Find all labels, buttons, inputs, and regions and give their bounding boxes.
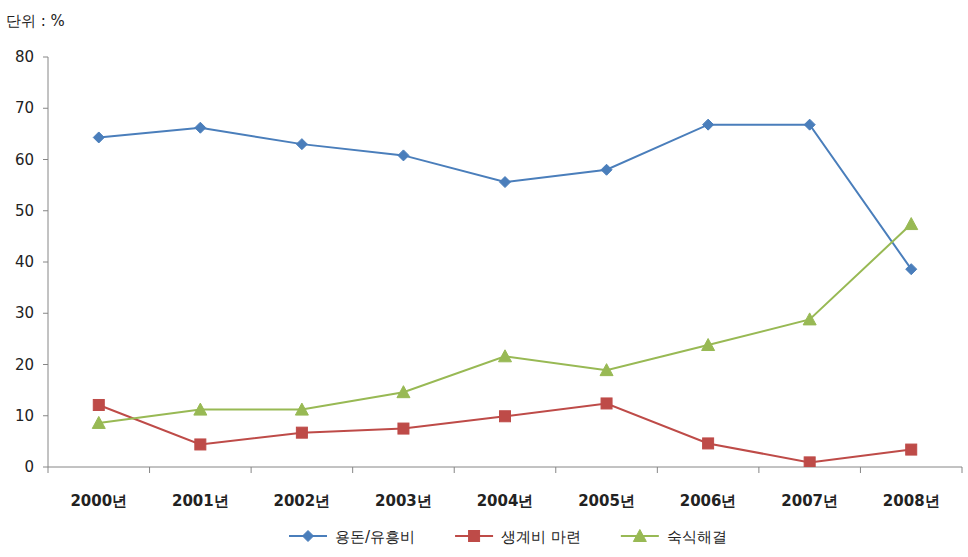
y-tick-label: 30 bbox=[15, 304, 34, 322]
x-tick-label: 2007년 bbox=[781, 492, 838, 510]
series-line bbox=[99, 403, 911, 462]
marker bbox=[92, 416, 105, 428]
x-tick bbox=[149, 467, 150, 473]
x-tick-label: 2001년 bbox=[172, 492, 229, 510]
y-tick-label: 50 bbox=[15, 202, 34, 220]
marker bbox=[804, 119, 815, 130]
marker bbox=[500, 177, 511, 188]
marker bbox=[499, 350, 512, 362]
x-axis bbox=[48, 467, 962, 468]
x-tick-label: 2008년 bbox=[883, 492, 940, 510]
marker bbox=[194, 403, 207, 415]
y-tick bbox=[43, 262, 48, 263]
y-tick bbox=[43, 313, 48, 314]
legend-label: 용돈/유흥비 bbox=[335, 528, 415, 546]
y-tick-label: 20 bbox=[15, 356, 34, 374]
marker bbox=[600, 364, 613, 376]
marker bbox=[295, 403, 308, 415]
x-tick bbox=[48, 467, 49, 473]
marker bbox=[296, 427, 307, 438]
marker bbox=[397, 386, 410, 398]
series-line bbox=[99, 125, 911, 270]
y-tick-label: 10 bbox=[15, 407, 34, 425]
marker bbox=[296, 139, 307, 150]
y-tick-label: 60 bbox=[15, 151, 34, 169]
marker bbox=[633, 530, 646, 542]
x-tick bbox=[251, 467, 252, 473]
x-tick-label: 2005년 bbox=[578, 492, 635, 510]
marker bbox=[195, 122, 206, 133]
x-tick bbox=[962, 467, 963, 473]
marker bbox=[702, 339, 715, 351]
x-tick bbox=[454, 467, 455, 473]
marker bbox=[303, 531, 314, 542]
marker bbox=[906, 444, 917, 455]
marker bbox=[905, 218, 918, 230]
marker bbox=[195, 439, 206, 450]
y-tick-label: 70 bbox=[15, 99, 34, 117]
marker bbox=[93, 132, 104, 143]
y-tick-label: 0 bbox=[24, 458, 34, 476]
y-tick bbox=[43, 159, 48, 160]
marker bbox=[469, 531, 480, 542]
marker bbox=[601, 398, 612, 409]
x-tick bbox=[657, 467, 658, 473]
chart: 단위 : % 0 10 20 30 40 50 60 70 80 2000년 2001년 2002년 20… bbox=[0, 0, 968, 557]
marker bbox=[601, 164, 612, 175]
y-tick bbox=[43, 467, 48, 468]
x-tick-label: 2000년 bbox=[70, 492, 127, 510]
y-tick bbox=[43, 415, 48, 416]
x-tick-label: 2003년 bbox=[375, 492, 432, 510]
legend-label: 생계비 마련 bbox=[501, 528, 581, 546]
plot-area bbox=[92, 119, 917, 467]
y-tick-label: 80 bbox=[15, 48, 34, 66]
marker bbox=[703, 438, 714, 449]
marker bbox=[398, 150, 409, 161]
series-line bbox=[99, 224, 911, 423]
x-tick-label: 2006년 bbox=[680, 492, 737, 510]
y-tick bbox=[43, 210, 48, 211]
marker bbox=[703, 119, 714, 130]
x-tick-label: 2002년 bbox=[274, 492, 331, 510]
x-tick-label: 2004년 bbox=[477, 492, 534, 510]
x-tick bbox=[758, 467, 759, 473]
y-tick bbox=[43, 57, 48, 58]
marker bbox=[803, 313, 816, 325]
y-tick-label: 40 bbox=[15, 253, 34, 271]
legend-label: 숙식해결 bbox=[667, 528, 727, 546]
y-tick bbox=[43, 364, 48, 365]
x-tick bbox=[352, 467, 353, 473]
x-tick bbox=[860, 467, 861, 473]
y-tick bbox=[43, 108, 48, 109]
legend: 용돈/유흥비 생계비 마련 숙식해결 bbox=[289, 528, 727, 546]
unit-label: 단위 : % bbox=[6, 12, 65, 30]
marker bbox=[906, 264, 917, 275]
marker bbox=[398, 423, 409, 434]
marker bbox=[500, 411, 511, 422]
x-tick bbox=[555, 467, 556, 473]
marker bbox=[93, 399, 104, 410]
marker bbox=[804, 457, 815, 467]
